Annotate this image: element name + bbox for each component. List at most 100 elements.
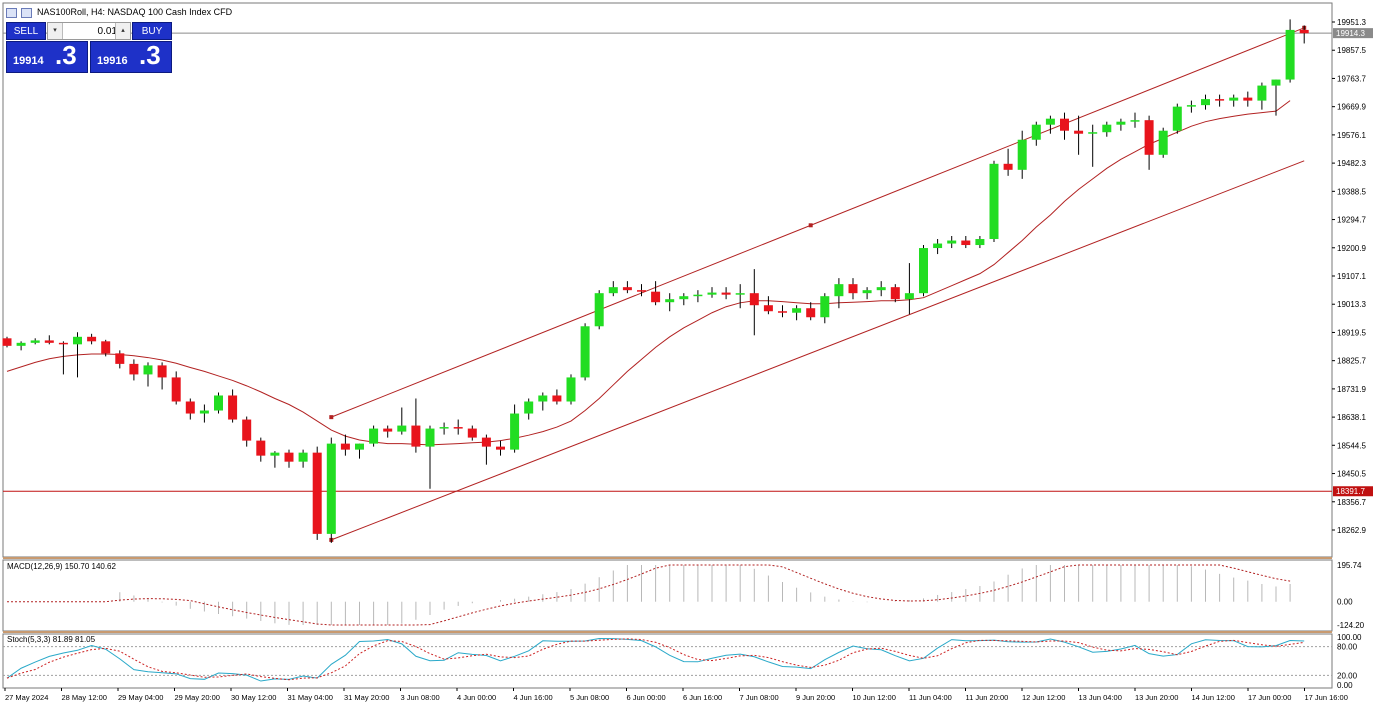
- bear-candle: [411, 425, 421, 447]
- bull-candle: [326, 443, 336, 534]
- bull-candle: [73, 336, 82, 345]
- bull-candle: [16, 342, 26, 346]
- stoch-signal-line: [6, 638, 1305, 681]
- time-axis-label: 10 Jun 12:00: [853, 693, 896, 702]
- bear-candle: [806, 308, 816, 318]
- bear-candle: [848, 284, 858, 294]
- channel-handle[interactable]: [329, 415, 334, 420]
- bull-candle: [369, 428, 379, 444]
- bull-candle: [820, 296, 830, 318]
- bull-candle: [693, 294, 703, 297]
- macd-scale-label: 0.00: [1337, 598, 1353, 607]
- bull-candle: [1017, 139, 1027, 170]
- macd-label: MACD(12,26,9) 150.70 140.62: [7, 562, 117, 571]
- sell-price-fraction: .3: [55, 40, 77, 70]
- bear-candle: [622, 287, 632, 291]
- price-axis-label: 18450.5: [1337, 470, 1366, 479]
- macd-signal-line: [7, 564, 1291, 626]
- bull-candle: [538, 395, 548, 402]
- sell-price-main: 19914: [13, 55, 44, 67]
- lot-size-field[interactable]: ▾ ▴: [47, 22, 131, 40]
- bear-candle: [961, 240, 971, 246]
- stoch-label: Stoch(5,3,3) 81.89 81.05: [7, 635, 96, 644]
- price-axis-label: 19013.3: [1337, 300, 1366, 309]
- bull-candle: [975, 239, 985, 246]
- buy-price-box[interactable]: 19916 .3: [90, 40, 172, 73]
- bull-candle: [580, 326, 590, 378]
- lot-decrease-button[interactable]: ▾: [48, 23, 63, 39]
- time-axis-label: 6 Jun 16:00: [683, 693, 722, 702]
- chart-title: NAS100Roll, H4: NASDAQ 100 Cash Index CF…: [37, 7, 233, 17]
- bull-candle: [1116, 121, 1126, 125]
- price-axis-label: 19857.5: [1337, 46, 1366, 55]
- chart-grid-icon: [21, 8, 32, 18]
- moving-average-line: [6, 100, 1291, 446]
- bull-candle: [1271, 79, 1281, 86]
- bear-candle: [44, 340, 54, 343]
- channel-upper-line[interactable]: [331, 27, 1305, 418]
- bull-candle: [1130, 120, 1140, 122]
- main-chart-frame: [2, 2, 1333, 558]
- time-axis-label: 13 Jun 20:00: [1135, 693, 1178, 702]
- bull-candle: [1229, 97, 1239, 101]
- bull-candle: [834, 284, 844, 297]
- time-axis-label: 9 Jun 20:00: [796, 693, 835, 702]
- bull-candle: [594, 293, 604, 327]
- bull-candle: [989, 163, 999, 240]
- time-axis-label: 4 Jun 00:00: [457, 693, 496, 702]
- bull-candle: [735, 293, 745, 295]
- price-axis-label: 18825.7: [1337, 357, 1366, 366]
- bull-candle: [1102, 124, 1112, 133]
- price-axis-label: 19482.3: [1337, 159, 1366, 168]
- bear-candle: [185, 401, 195, 414]
- channel-lower-line[interactable]: [331, 160, 1305, 541]
- bear-candle: [1060, 118, 1069, 131]
- bear-candle: [1144, 120, 1154, 155]
- price-axis-label: 19294.7: [1337, 216, 1366, 225]
- bear-candle: [496, 446, 505, 450]
- lot-increase-button[interactable]: ▴: [115, 23, 130, 39]
- stoch-scale-label: 0.00: [1337, 681, 1353, 690]
- buy-button[interactable]: BUY: [132, 22, 172, 40]
- time-axis-label: 3 Jun 08:00: [401, 693, 440, 702]
- bear-candle: [228, 395, 238, 420]
- price-axis-label: 18638.1: [1337, 413, 1366, 422]
- bear-candle: [778, 311, 787, 313]
- time-axis-label: 12 Jun 12:00: [1022, 693, 1065, 702]
- bull-candle: [214, 395, 223, 411]
- stoch-scale-label: 20.00: [1337, 671, 1358, 680]
- bull-candle: [524, 401, 534, 414]
- bull-candle: [1201, 99, 1210, 106]
- time-axis-label: 4 Jun 16:00: [514, 693, 553, 702]
- bear-candle: [115, 353, 125, 364]
- bull-candle: [1186, 105, 1196, 107]
- buy-price-fraction: .3: [139, 40, 161, 70]
- bull-candle: [1031, 124, 1041, 140]
- price-axis-label: 19763.7: [1337, 74, 1366, 83]
- lot-size-input[interactable]: [63, 24, 119, 38]
- bull-candle: [1158, 130, 1168, 155]
- bull-candle: [1088, 132, 1098, 134]
- bear-candle: [312, 452, 322, 534]
- sell-button[interactable]: SELL: [6, 22, 46, 40]
- bull-candle: [397, 425, 407, 432]
- channel-handle[interactable]: [808, 223, 813, 228]
- time-axis-label: 11 Jun 04:00: [909, 693, 952, 702]
- bull-candle: [608, 287, 618, 294]
- price-axis-label: 19200.9: [1337, 244, 1366, 253]
- bear-candle: [1003, 163, 1013, 170]
- time-axis-label: 27 May 2024: [5, 693, 48, 702]
- bull-candle: [439, 427, 449, 429]
- time-axis-label: 14 Jun 12:00: [1192, 693, 1235, 702]
- bear-candle: [157, 365, 167, 378]
- bull-candle: [199, 410, 209, 414]
- bull-candle: [904, 293, 914, 300]
- bear-candle: [453, 427, 463, 429]
- sell-price-box[interactable]: 19914 .3: [6, 40, 88, 73]
- bear-candle: [284, 452, 294, 462]
- bull-candle: [30, 340, 40, 343]
- bull-candle: [425, 428, 435, 447]
- price-axis-label: 19388.5: [1337, 187, 1366, 196]
- bull-candle: [792, 308, 802, 313]
